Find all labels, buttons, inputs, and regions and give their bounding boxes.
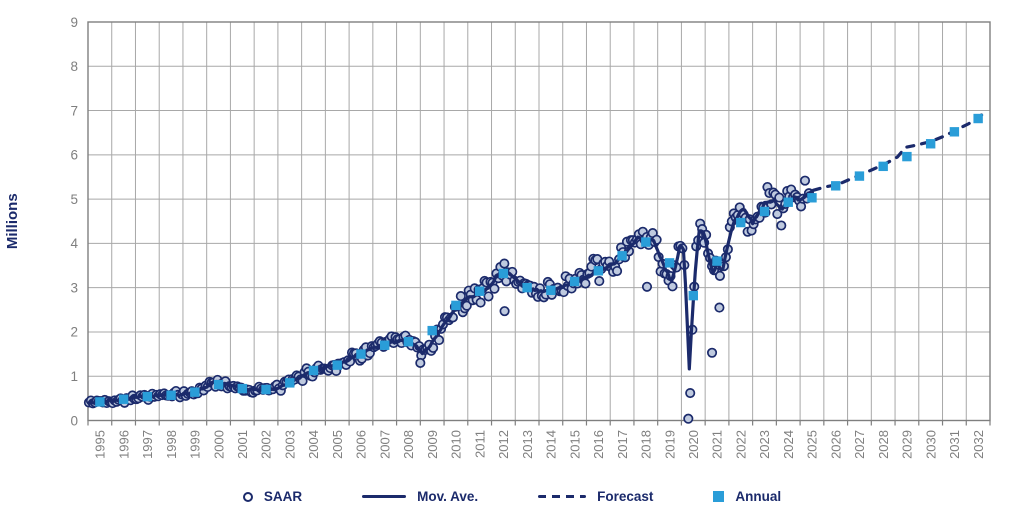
legend-label-moving-average: Mov. Ave. <box>417 489 479 504</box>
legend-item-moving-average: Mov. Ave. <box>362 489 478 504</box>
svg-text:2029: 2029 <box>900 430 915 459</box>
svg-text:2027: 2027 <box>852 430 867 459</box>
svg-text:2012: 2012 <box>496 430 511 459</box>
legend-item-annual: Annual <box>713 489 781 504</box>
svg-text:2028: 2028 <box>876 430 891 459</box>
svg-text:8: 8 <box>70 59 78 74</box>
svg-text:2: 2 <box>70 325 78 340</box>
svg-text:6: 6 <box>70 148 78 163</box>
plot-border <box>87 21 991 422</box>
svg-text:2023: 2023 <box>757 430 772 459</box>
svg-text:5: 5 <box>70 192 78 207</box>
svg-text:2009: 2009 <box>425 430 440 459</box>
svg-text:2010: 2010 <box>449 430 464 459</box>
svg-text:2011: 2011 <box>472 430 487 458</box>
svg-text:2007: 2007 <box>377 430 392 459</box>
svg-text:2015: 2015 <box>567 430 582 459</box>
svg-text:2003: 2003 <box>282 430 297 459</box>
y-axis-title: Millions <box>4 193 21 249</box>
annual-points <box>95 113 983 407</box>
legend-label-annual: Annual <box>735 489 782 504</box>
saar-marker-icon <box>242 491 253 502</box>
svg-text:2025: 2025 <box>805 430 820 459</box>
axis-ticks <box>87 420 991 426</box>
svg-text:2017: 2017 <box>615 430 630 459</box>
svg-text:2026: 2026 <box>828 430 843 459</box>
svg-text:1996: 1996 <box>116 430 131 459</box>
x-tick-labels: 1995 1996 1997 1998 1999 2000 2001 2002 2003 2004… <box>93 430 986 459</box>
svg-text:2031: 2031 <box>947 430 962 459</box>
svg-text:2013: 2013 <box>520 430 535 459</box>
svg-text:1: 1 <box>70 369 78 384</box>
svg-text:4: 4 <box>70 236 78 251</box>
forecast-dashed-line-icon <box>538 494 587 499</box>
svg-text:2005: 2005 <box>330 430 345 459</box>
saar-points <box>83 175 815 424</box>
legend-item-forecast: Forecast <box>538 489 653 504</box>
svg-text:2022: 2022 <box>733 430 748 459</box>
svg-text:7: 7 <box>70 103 78 118</box>
svg-text:2004: 2004 <box>306 430 321 459</box>
svg-text:2018: 2018 <box>639 430 654 459</box>
svg-text:9: 9 <box>70 15 78 30</box>
svg-text:2001: 2001 <box>235 430 250 459</box>
svg-text:2032: 2032 <box>971 430 986 459</box>
moving-average-line-icon <box>362 494 407 499</box>
svg-text:2030: 2030 <box>923 430 938 459</box>
svg-text:2002: 2002 <box>259 430 274 459</box>
forecast-line <box>811 112 985 192</box>
svg-text:2008: 2008 <box>401 430 416 459</box>
svg-text:2000: 2000 <box>211 430 226 459</box>
svg-text:1999: 1999 <box>188 430 203 459</box>
svg-text:1995: 1995 <box>93 430 108 459</box>
x-gridlines <box>87 22 991 421</box>
svg-text:2024: 2024 <box>781 430 796 459</box>
svg-text:0: 0 <box>70 413 78 428</box>
svg-text:1998: 1998 <box>164 430 179 459</box>
legend-item-saar: SAAR <box>242 489 303 504</box>
svg-text:2019: 2019 <box>662 430 677 459</box>
svg-text:2020: 2020 <box>686 430 701 459</box>
legend: SAAR Mov. Ave. Forecast Annual <box>0 489 1024 504</box>
moving-average-line <box>87 189 814 405</box>
svg-text:2006: 2006 <box>354 430 369 459</box>
svg-text:2014: 2014 <box>544 430 559 459</box>
legend-label-forecast: Forecast <box>597 489 654 504</box>
svg-text:2021: 2021 <box>710 430 725 459</box>
svg-text:2016: 2016 <box>591 430 606 459</box>
legend-label-saar: SAAR <box>263 489 303 504</box>
svg-text:1997: 1997 <box>140 430 155 459</box>
annual-marker-icon <box>713 491 725 502</box>
y-tick-labels: 0 1 2 3 4 5 6 7 8 9 <box>70 15 78 428</box>
svg-text:3: 3 <box>70 280 78 295</box>
